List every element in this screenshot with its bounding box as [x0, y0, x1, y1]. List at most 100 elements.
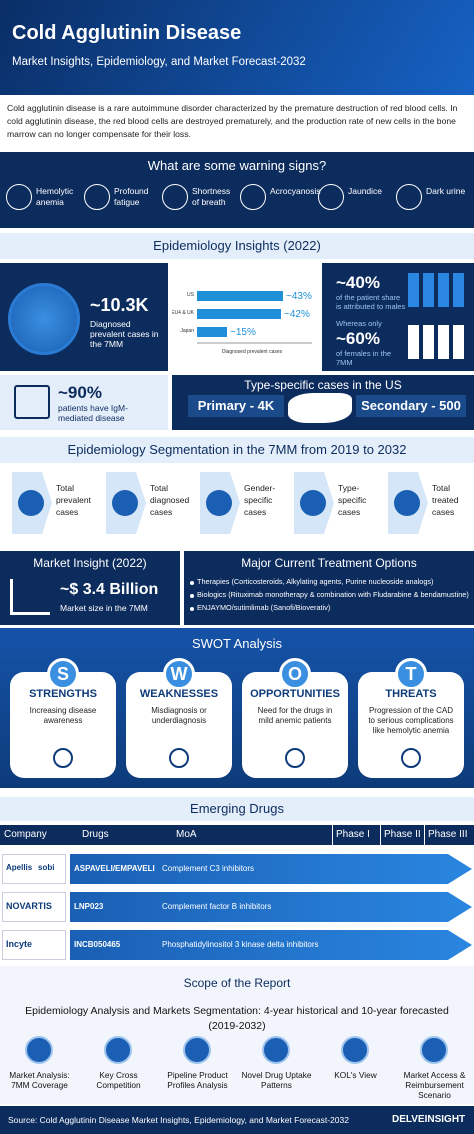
male-label: of the patient share is attributed to ma… [336, 293, 406, 311]
scope-subtitle: Epidemiology Analysis and Markets Segmen… [25, 1005, 449, 1032]
moa: Phosphatidylinositol 3 kinase delta inhi… [162, 940, 319, 949]
globe-icon [8, 283, 80, 355]
section-title: SWOT Analysis [191, 636, 283, 651]
us-map [288, 393, 352, 423]
company-name: NOVARTIS [6, 901, 52, 911]
segment-label: Total diagnosed cases [150, 483, 190, 517]
scope-label: Key Cross Competition [96, 1070, 141, 1090]
market-box: Market Insight (2022) ~$ 3.4 Billion Mar… [0, 551, 180, 625]
bar [197, 309, 281, 319]
segment-label: Gender-specific cases [244, 483, 276, 517]
bullet [190, 594, 194, 598]
section-band: Epidemiology Insights (2022) [0, 233, 474, 259]
scope-label: Market Analysis: 7MM Coverage [9, 1070, 70, 1090]
drug-name: ASPAVELI/EMPAVELI [74, 864, 155, 873]
company-logo [2, 854, 66, 884]
market-title: Market Insight (2022) [33, 556, 147, 570]
swot-text: Need for the drugs in mild anemic patien… [257, 706, 333, 725]
column-header: Phase III [428, 829, 468, 840]
swot: SWOT Analysis S STRENGTHS Increasing disea… [0, 628, 474, 788]
segment-icon [300, 490, 326, 516]
people-icons [408, 325, 468, 359]
bar-label: ~42% [284, 309, 310, 320]
swot-icon [169, 748, 189, 768]
bar-label: ~15% [230, 327, 256, 338]
company-name: sobi [38, 863, 55, 872]
swot-heading: STRENGTHS [29, 688, 97, 700]
table-body: Apellis sobi ASPAVELI/EMPAVELI Complement C… [0, 848, 474, 963]
swot-icon [53, 748, 73, 768]
segment-icon [206, 490, 232, 516]
pipeline-arrow [70, 854, 472, 884]
sign-icon [84, 184, 110, 210]
bar-chart: US ~43% EU4 & UK ~42% Japan ~15% Diagnosed pre… [172, 263, 318, 371]
segment-icon [112, 490, 138, 516]
bullet [190, 607, 194, 611]
scope-icon [420, 1036, 448, 1064]
treatment-item: Therapies (Corticosteroids, Alkylating a… [197, 577, 434, 586]
sign-label: Profound fatigue [114, 186, 149, 207]
prevalent-box: ~10.3K Diagnosed prevalent cases in the … [0, 263, 168, 371]
segment-icon [394, 490, 420, 516]
company-name: Incyte [6, 939, 33, 949]
swot-text: Progression of the CAD to serious compli… [368, 706, 454, 735]
female-value: ~60% [336, 329, 380, 348]
bar-label: ~43% [286, 291, 312, 302]
sign-label: Shortness of breath [192, 186, 231, 207]
female-prefix: Whereas only [336, 319, 382, 328]
scope-label: Market Access & Reimbursement Scenario [403, 1070, 466, 1100]
scope-label: KOL's View [334, 1070, 377, 1080]
column-header: MoA [176, 829, 197, 840]
scope-label: Pipeline Product Profiles Analysis [167, 1070, 228, 1090]
section-band: Epidemiology Segmentation in the 7MM fro… [0, 437, 474, 463]
swot-heading: THREATS [385, 688, 437, 700]
bar [197, 291, 283, 301]
treatment-item: ENJAYMO/sutimlimab (Sanofi/Bioverativ) [197, 603, 331, 612]
people-icons [408, 273, 468, 307]
bar [197, 327, 227, 337]
bullet [190, 581, 194, 585]
bar-category: Japan [180, 328, 194, 334]
male-value: ~40% [336, 273, 380, 292]
swot-letter: W [163, 658, 195, 690]
scope-icon [262, 1036, 290, 1064]
column-header: Drugs [82, 829, 109, 840]
scope-icon [25, 1036, 53, 1064]
pipeline-arrow [70, 930, 472, 960]
bar-category: EU4 & UK [172, 310, 195, 316]
sign-label: Dark urine [426, 186, 466, 196]
title: Cold Agglutinin Disease [12, 22, 242, 44]
scope: Scope of the Report Epidemiology Analysi… [0, 966, 474, 1104]
growth-icon [10, 579, 50, 615]
swot-text: Misdiagnosis or underdiagnosis [151, 706, 207, 725]
sign-icon [240, 184, 266, 210]
warning-signs: What are some warning signs? Hemolytic a… [0, 152, 474, 228]
swot-letter: T [395, 658, 427, 690]
primary: Primary - 4K [188, 395, 284, 417]
source: Source: Cold Agglutinin Disease Market I… [8, 1115, 349, 1125]
swot-heading: OPPORTUNITIES [250, 688, 340, 700]
company-name: Apellis [6, 863, 33, 872]
sign-icon [162, 184, 188, 210]
prevalent-label: Diagnosed prevalent cases in the 7MM [90, 319, 159, 349]
prevalent-value: ~10.3K [90, 295, 149, 315]
type-title: Type-specific cases in the US [244, 378, 402, 392]
segment-label: Total treated cases [432, 483, 459, 517]
drug-name: LNP023 [74, 902, 104, 911]
sign-icon [396, 184, 422, 210]
section-band: Emerging Drugs [0, 797, 474, 821]
sign-label: Acrocyanosis [270, 186, 321, 196]
table-header: Company Drugs MoA Phase I Phase II Phase III [0, 825, 474, 845]
igm-icon [14, 385, 50, 419]
column-divider [424, 825, 425, 845]
header: Cold Agglutinin Disease Market Insights,… [0, 0, 474, 95]
scope-icon [341, 1036, 369, 1064]
segment-icon [18, 490, 44, 516]
column-divider [332, 825, 333, 845]
treatment-item: Biologics (Rituximab monotherapy & combi… [197, 590, 469, 599]
moa: Complement factor B inhibitors [162, 902, 272, 911]
female-label: of females in the 7MM [336, 349, 392, 367]
column-header: Phase I [336, 829, 370, 840]
